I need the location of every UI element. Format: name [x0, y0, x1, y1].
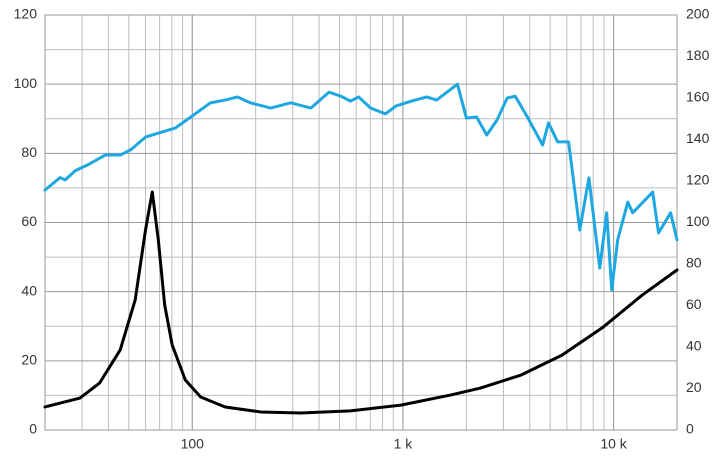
y2-tick-label: 60: [686, 296, 702, 312]
series-line: [43, 190, 679, 415]
y2-tick-label: 20: [686, 379, 702, 395]
y2-tick-label: 100: [686, 213, 710, 229]
y-tick-label: 80: [21, 144, 37, 160]
y2-tick-label: 180: [686, 47, 710, 63]
x-tick-label: 100: [181, 436, 205, 452]
y2-tick-label: 200: [686, 6, 710, 22]
plot-border: [44, 14, 678, 431]
y-tick-label: 60: [21, 213, 37, 229]
y2-tick-label: 80: [686, 255, 702, 271]
x-tick-label: 1 k: [394, 436, 414, 452]
y2-tick-label: 40: [686, 338, 702, 354]
y-tick-label: 0: [29, 421, 37, 437]
y-tick-label: 20: [21, 352, 37, 368]
y2-tick-label: 140: [686, 130, 710, 146]
y2-tick-label: 0: [686, 421, 694, 437]
y-tick-label: 40: [21, 282, 37, 298]
y-tick-label: 100: [14, 75, 38, 91]
series-line: [43, 82, 679, 292]
y2-tick-label: 120: [686, 172, 710, 188]
y-tick-label: 120: [14, 6, 38, 22]
y2-tick-label: 160: [686, 89, 710, 105]
x-tick-label: 10 k: [600, 436, 627, 452]
